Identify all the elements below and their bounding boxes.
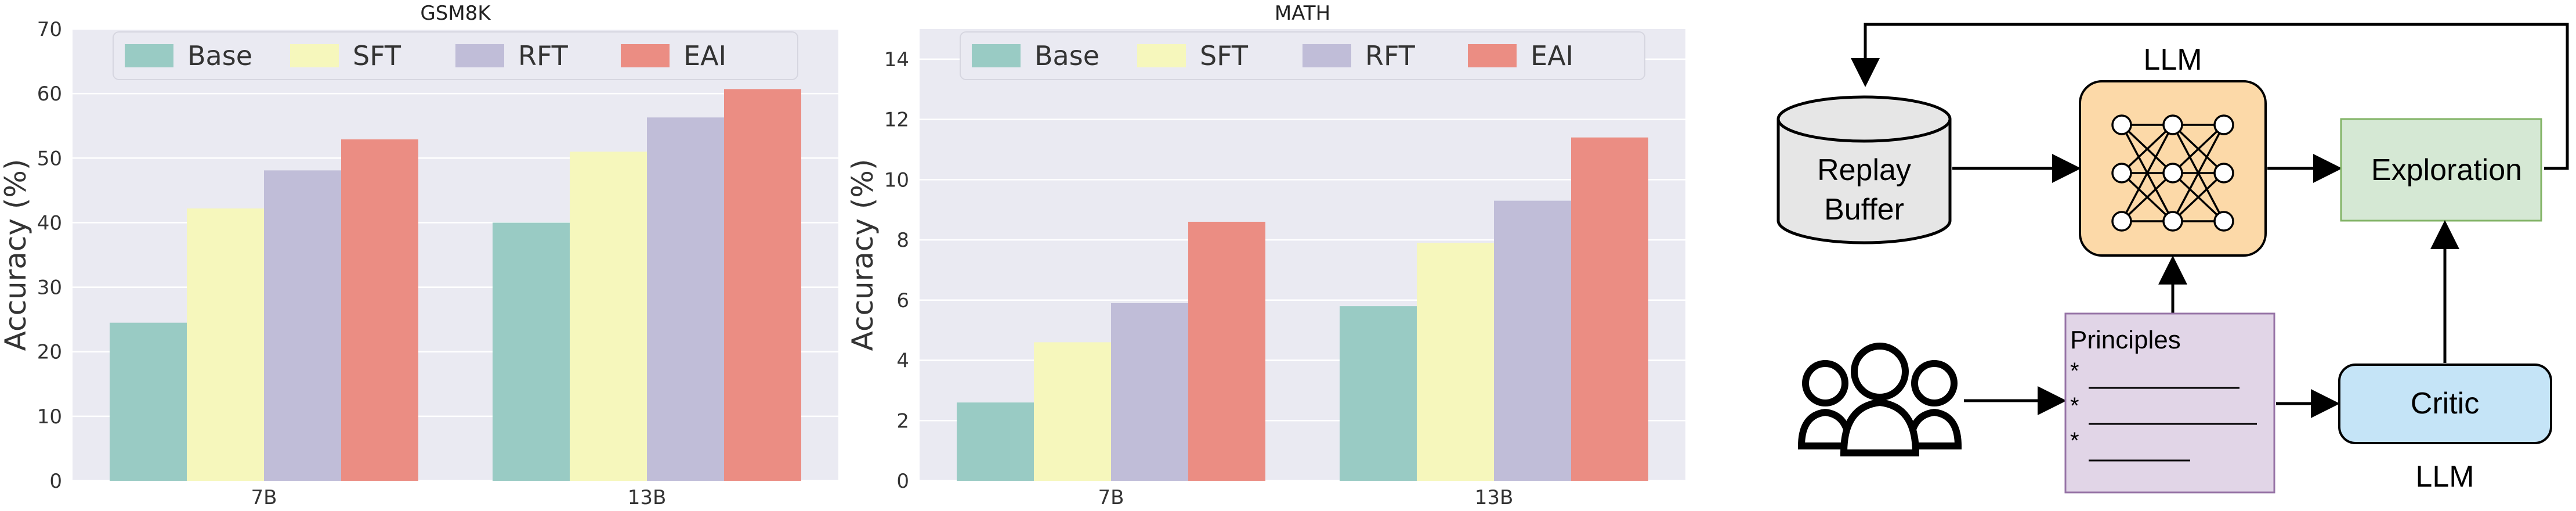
gsm8k-bar-sft-7b <box>187 208 264 481</box>
math-legend: Base SFT RFT EAI <box>960 31 1645 80</box>
framework-diagram: Replay Buffer LLM <box>1694 0 2576 511</box>
gsm8k-xtick-label: 7B <box>251 486 277 509</box>
math-chart-panel: 0 2 4 6 8 10 12 14 MATH Accuracy (%) 7B 13B Base SFT R… <box>847 0 1694 511</box>
principles-title: Principles <box>2070 326 2181 354</box>
gsm8k-legend-label-base: Base <box>187 40 252 71</box>
math-ytick-label: 12 <box>884 109 909 132</box>
gsm8k-bar-base-7b <box>110 322 187 481</box>
math-ytick-label: 8 <box>896 229 909 252</box>
people-icon <box>1797 343 1962 456</box>
replay-buffer-label-line2: Buffer <box>1824 193 1904 226</box>
math-ytick-label: 2 <box>896 409 909 433</box>
gsm8k-legend-label-eai: EAI <box>683 40 726 71</box>
math-bar-eai-7b <box>1188 221 1265 481</box>
feedback-loop-arrow <box>1851 23 2569 170</box>
gsm8k-ytick-label: 10 <box>37 405 62 429</box>
math-legend-label-sft: SFT <box>1200 40 1249 71</box>
math-bar-sft-7b <box>1034 342 1111 481</box>
math-bar-base-7b <box>957 402 1034 481</box>
math-ytick-label: 0 <box>896 470 909 493</box>
math-legend-label-rft: RFT <box>1365 40 1416 71</box>
gsm8k-bar-eai-13b <box>724 89 801 481</box>
gsm8k-legend-swatch-eai <box>621 44 670 67</box>
llm-box <box>2079 80 2267 257</box>
gsm8k-title: GSM8K <box>420 2 491 25</box>
principles-bullet-2: * <box>2070 393 2079 419</box>
math-bar-rft-7b <box>1111 303 1188 481</box>
critic-box: Critic <box>2338 364 2552 444</box>
math-chart: 0 2 4 6 8 10 12 14 MATH Accuracy (%) 7B 13B Base SFT R… <box>847 2 1685 509</box>
math-ytick-label: 4 <box>896 350 909 373</box>
principles-bullet-1: * <box>2070 358 2079 384</box>
gsm8k-chart: 0 10 20 30 40 50 60 70 GSM8K Accuracy (%) 7B 13B Bas… <box>0 2 838 509</box>
replay-buffer-cylinder: Replay Buffer <box>1777 95 1952 244</box>
math-legend-label-eai: EAI <box>1531 40 1573 71</box>
math-legend-swatch-eai <box>1468 44 1517 67</box>
math-xtick-label: 13B <box>1475 486 1514 509</box>
math-legend-swatch-sft <box>1137 44 1186 67</box>
gsm8k-bar-rft-13b <box>647 117 724 481</box>
gsm8k-chart-panel: 0 10 20 30 40 50 60 70 GSM8K Accuracy (%) 7B 13B Bas… <box>0 0 847 511</box>
gsm8k-ytick-label: 70 <box>37 18 62 41</box>
exploration-label: Exploration <box>2371 153 2522 187</box>
math-ylabel: Accuracy (%) <box>847 159 880 351</box>
math-bar-rft-13b <box>1494 200 1571 481</box>
critic-label: Critic <box>2411 387 2479 420</box>
math-bar-eai-13b <box>1571 137 1648 481</box>
gsm8k-bar-eai-7b <box>341 139 418 481</box>
principles-box: Principles * * * <box>2064 312 2275 494</box>
gsm8k-legend-label-rft: RFT <box>518 40 569 71</box>
framework-diagram-svg: Replay Buffer LLM <box>1777 23 2569 494</box>
math-xtick-label: 7B <box>1098 486 1124 509</box>
gsm8k-xtick-label: 13B <box>628 486 667 509</box>
gsm8k-ytick-label: 30 <box>37 276 62 300</box>
gsm8k-bar-sft-13b <box>570 152 647 481</box>
math-legend-swatch-rft <box>1303 44 1351 67</box>
gsm8k-ytick-label: 40 <box>37 211 62 235</box>
gsm8k-bar-rft-7b <box>264 170 341 481</box>
gsm8k-legend-swatch-rft <box>455 44 504 67</box>
gsm8k-ytick-label: 20 <box>37 341 62 364</box>
math-ytick-label: 14 <box>884 48 909 71</box>
gsm8k-legend-swatch-base <box>125 44 173 67</box>
math-title: MATH <box>1275 2 1330 25</box>
exploration-box: Exploration <box>2340 118 2542 222</box>
gsm8k-ytick-label: 60 <box>37 82 62 106</box>
llm-top-label: LLM <box>2143 43 2202 77</box>
gsm8k-ylabel: Accuracy (%) <box>0 159 32 351</box>
gsm8k-legend-swatch-sft <box>290 44 339 67</box>
math-ytick-label: 10 <box>884 168 909 192</box>
principles-bullet-3: * <box>2070 428 2079 454</box>
math-legend-label-base: Base <box>1034 40 1099 71</box>
neural-network-icon <box>2111 114 2234 232</box>
gsm8k-legend-label-sft: SFT <box>353 40 401 71</box>
gsm8k-bar-base-13b <box>493 222 570 481</box>
gsm8k-ytick-label: 0 <box>49 470 62 493</box>
gsm8k-ytick-label: 50 <box>37 147 62 170</box>
math-ytick-label: 6 <box>896 289 909 312</box>
math-bar-base-13b <box>1340 306 1417 481</box>
math-bar-sft-13b <box>1417 243 1494 481</box>
replay-buffer-label-line1: Replay <box>1817 153 1911 187</box>
gsm8k-legend: Base SFT RFT EAI <box>113 31 798 80</box>
math-legend-swatch-base <box>972 44 1021 67</box>
llm-bottom-label: LLM <box>2415 460 2474 494</box>
